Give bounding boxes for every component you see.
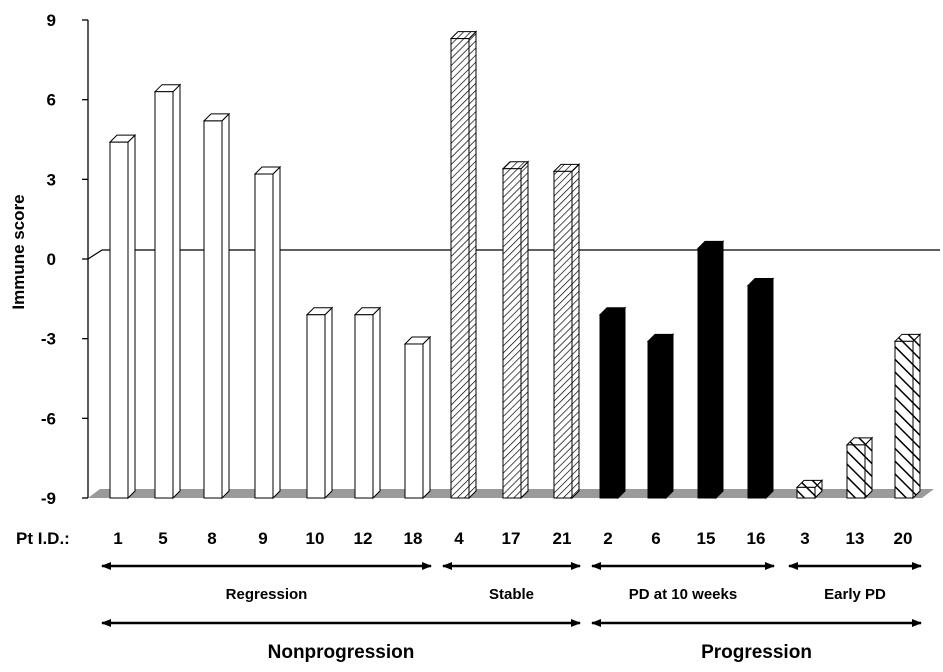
x-tick-label: 13 <box>846 529 865 548</box>
bar <box>696 240 725 500</box>
group-label: Stable <box>489 586 534 603</box>
bar-side <box>221 112 230 500</box>
x-tick-label: 4 <box>454 529 464 548</box>
bar-front <box>450 38 470 499</box>
group-brackets: Regression Stable PD at 10 weeks Early PD No… <box>101 562 922 663</box>
bar-front <box>404 343 424 499</box>
bar-side <box>172 83 181 500</box>
bar-front <box>647 340 667 499</box>
bar-side <box>127 133 136 500</box>
y-tick-label: 9 <box>47 11 56 30</box>
x-tick-label: 5 <box>158 529 167 548</box>
bar-front <box>109 141 129 499</box>
bar-front <box>203 120 223 499</box>
bar-front <box>747 285 767 499</box>
group-label: Early PD <box>824 586 886 603</box>
bar-side <box>765 277 774 500</box>
bar-front <box>354 314 374 499</box>
bar-side <box>272 165 281 500</box>
bar <box>253 165 282 500</box>
x-tick-label: 16 <box>747 529 766 548</box>
bar <box>202 112 231 500</box>
bar-front <box>306 314 326 499</box>
bars <box>108 30 922 500</box>
bar <box>449 30 478 500</box>
x-tick-label: 6 <box>651 529 660 548</box>
x-tick-label: 10 <box>306 529 325 548</box>
y-tick-label: -3 <box>41 330 56 349</box>
bar-front <box>599 314 619 499</box>
bar <box>598 306 627 500</box>
bar <box>746 277 775 500</box>
x-tick-label: 21 <box>553 529 572 548</box>
y-tick-label: 0 <box>47 250 56 269</box>
x-tick-label: 18 <box>404 529 423 548</box>
x-tick-label: 15 <box>697 529 716 548</box>
y-axis: 9 6 3 0 -3 -6 -9 <box>41 11 89 508</box>
x-tick-label: 8 <box>207 529 216 548</box>
y-axis-label: Immune score <box>9 194 28 309</box>
supergroup-label: Progression <box>701 642 812 663</box>
bar <box>845 436 874 500</box>
x-prefix-label: Pt I.D.: <box>16 529 70 548</box>
bar-side <box>324 306 333 500</box>
x-tick-label: 20 <box>894 529 913 548</box>
zero-line-diagonal <box>87 249 103 260</box>
y-tick-label: 6 <box>47 91 56 110</box>
y-tick-label: -9 <box>41 489 56 508</box>
bar <box>108 133 137 500</box>
bar <box>153 83 182 500</box>
bar <box>403 335 432 500</box>
bar <box>893 333 922 500</box>
bar-side <box>864 436 873 500</box>
bar-front <box>154 91 174 499</box>
bar-front <box>553 170 573 499</box>
x-tick-label: 2 <box>603 529 612 548</box>
y-tick-label: 3 <box>47 170 56 189</box>
bar-front <box>894 340 914 499</box>
bar <box>305 306 334 500</box>
x-tick-label: 17 <box>502 529 521 548</box>
bar <box>552 163 581 500</box>
bar-side <box>665 333 674 500</box>
group-label: Regression <box>226 586 308 603</box>
bar-side <box>372 306 381 500</box>
bar-side <box>617 306 626 500</box>
bar-side <box>520 160 529 500</box>
bar <box>646 333 675 500</box>
bar <box>353 306 382 500</box>
bar-side <box>468 30 477 500</box>
bar <box>501 160 530 500</box>
bar-front <box>502 168 522 499</box>
bar-front <box>697 247 717 499</box>
x-axis-labels: Pt I.D.: 1 5 8 9 10 12 18 4 17 21 2 6 15 16 3 13 20 <box>16 529 912 548</box>
x-tick-label: 3 <box>800 529 809 548</box>
y-tick-label: -6 <box>41 409 56 428</box>
bar-side <box>571 163 580 500</box>
x-tick-label: 12 <box>354 529 373 548</box>
bar-side <box>715 240 724 500</box>
x-tick-label: 9 <box>258 529 267 548</box>
bar-front <box>796 486 816 499</box>
bar-side <box>912 333 921 500</box>
group-label: PD at 10 weeks <box>629 586 737 603</box>
bar-front <box>846 444 866 499</box>
supergroup-label: Nonprogression <box>268 642 415 663</box>
bar <box>795 479 824 500</box>
bar-side <box>422 335 431 500</box>
x-tick-label: 1 <box>113 529 122 548</box>
bar-front <box>254 173 274 499</box>
